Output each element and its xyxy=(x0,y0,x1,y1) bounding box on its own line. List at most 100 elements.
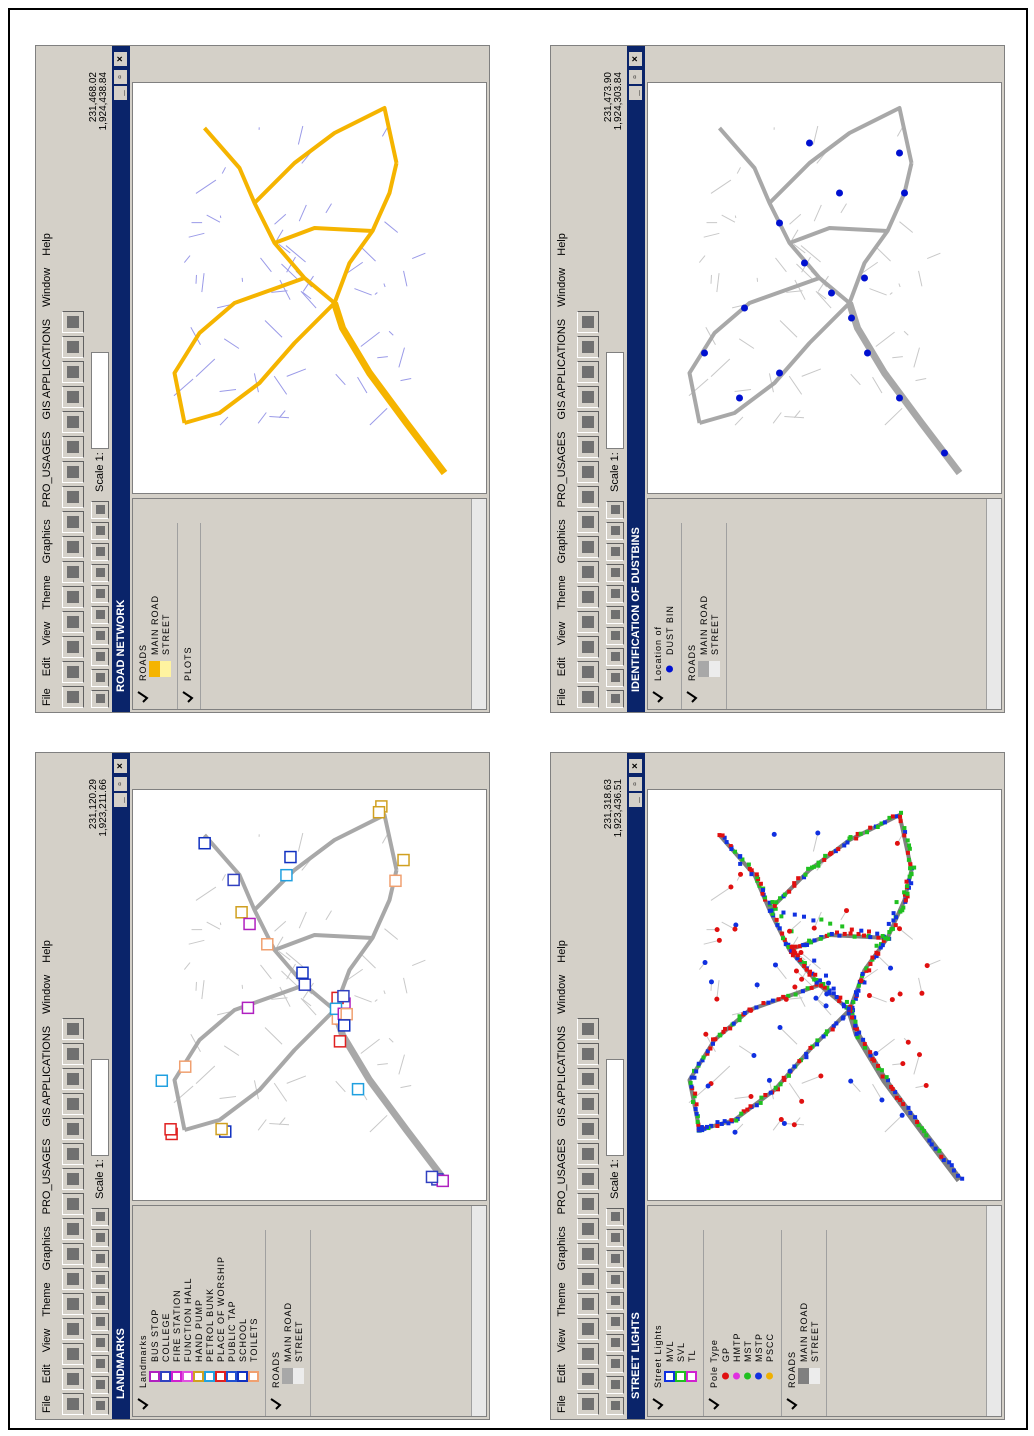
tool-button[interactable] xyxy=(91,1208,109,1226)
window-button[interactable]: _ xyxy=(114,86,127,100)
tool-button[interactable] xyxy=(91,543,109,561)
tool-button[interactable] xyxy=(577,411,599,433)
tool-button[interactable] xyxy=(606,1334,624,1352)
tool-button[interactable] xyxy=(577,386,599,408)
menu-item[interactable]: GIS APPLICATIONS xyxy=(41,318,53,420)
tool-button[interactable] xyxy=(62,436,84,458)
menu-item[interactable]: PRO_USAGES xyxy=(41,431,53,508)
window-button[interactable]: × xyxy=(629,759,642,773)
tool-button[interactable] xyxy=(606,1208,624,1226)
menu-item[interactable]: Graphics xyxy=(556,1226,568,1271)
menu-item[interactable]: Help xyxy=(556,940,568,963)
menu-item[interactable]: GIS APPLICATIONS xyxy=(556,1025,568,1127)
tool-button[interactable] xyxy=(62,361,84,383)
tool-button[interactable] xyxy=(91,1313,109,1331)
check-mark[interactable] xyxy=(137,691,149,703)
window-button[interactable]: ▫ xyxy=(629,70,642,84)
menu-item[interactable]: Theme xyxy=(556,575,568,610)
tool-button[interactable] xyxy=(606,1229,624,1247)
horizontal-scrollbar[interactable] xyxy=(471,1206,486,1416)
menu-item[interactable]: PRO_USAGES xyxy=(41,1138,53,1215)
tool-button[interactable] xyxy=(91,1334,109,1352)
window-button[interactable]: ▫ xyxy=(629,777,642,791)
check-mark[interactable] xyxy=(652,691,664,703)
menu-item[interactable]: Edit xyxy=(41,657,53,677)
tool-button[interactable] xyxy=(577,611,599,633)
tool-button[interactable] xyxy=(62,1118,84,1140)
tool-button[interactable] xyxy=(91,606,109,624)
tool-button[interactable] xyxy=(62,1293,84,1315)
tool-button[interactable] xyxy=(91,564,109,582)
tool-button[interactable] xyxy=(577,1343,599,1365)
tool-button[interactable] xyxy=(606,543,624,561)
tool-button[interactable] xyxy=(606,1397,624,1415)
tool-button[interactable] xyxy=(62,686,84,708)
tool-button[interactable] xyxy=(62,611,84,633)
tool-button[interactable] xyxy=(577,361,599,383)
tool-button[interactable] xyxy=(577,1368,599,1390)
tool-button[interactable] xyxy=(91,1250,109,1268)
scale-input[interactable] xyxy=(606,1059,624,1157)
tool-button[interactable] xyxy=(91,1355,109,1373)
tool-button[interactable] xyxy=(577,1218,599,1240)
tool-button[interactable] xyxy=(62,1018,84,1040)
tool-button[interactable] xyxy=(62,661,84,683)
window-button[interactable]: × xyxy=(114,52,127,66)
tool-button[interactable] xyxy=(62,1143,84,1165)
tool-button[interactable] xyxy=(606,627,624,645)
tool-button[interactable] xyxy=(62,1343,84,1365)
menu-item[interactable]: GIS APPLICATIONS xyxy=(556,318,568,420)
tool-button[interactable] xyxy=(577,661,599,683)
menu-item[interactable]: PRO_USAGES xyxy=(556,431,568,508)
tool-button[interactable] xyxy=(577,1093,599,1115)
tool-button[interactable] xyxy=(62,1168,84,1190)
tool-button[interactable] xyxy=(62,1043,84,1065)
tool-button[interactable] xyxy=(577,1143,599,1165)
tool-button[interactable] xyxy=(91,627,109,645)
menu-item[interactable]: Edit xyxy=(556,1364,568,1384)
tool-button[interactable] xyxy=(577,1318,599,1340)
tool-button[interactable] xyxy=(62,311,84,333)
tool-button[interactable] xyxy=(577,561,599,583)
tool-button[interactable] xyxy=(62,536,84,558)
tool-button[interactable] xyxy=(606,1271,624,1289)
tool-button[interactable] xyxy=(62,386,84,408)
scale-input[interactable] xyxy=(91,352,109,450)
horizontal-scrollbar[interactable] xyxy=(986,1206,1001,1416)
window-button[interactable]: ▫ xyxy=(114,70,127,84)
tool-button[interactable] xyxy=(62,636,84,658)
tool-button[interactable] xyxy=(91,1376,109,1394)
tool-button[interactable] xyxy=(91,522,109,540)
tool-button[interactable] xyxy=(91,501,109,519)
tool-button[interactable] xyxy=(91,669,109,687)
window-button[interactable]: × xyxy=(629,52,642,66)
tool-button[interactable] xyxy=(577,1168,599,1190)
check-mark[interactable] xyxy=(137,1398,149,1410)
tool-button[interactable] xyxy=(606,1355,624,1373)
tool-button[interactable] xyxy=(606,669,624,687)
window-button[interactable]: _ xyxy=(114,793,127,807)
tool-button[interactable] xyxy=(606,648,624,666)
menu-item[interactable]: View xyxy=(556,621,568,646)
window-button[interactable]: ▫ xyxy=(114,777,127,791)
tool-button[interactable] xyxy=(91,1292,109,1310)
tool-button[interactable] xyxy=(606,585,624,603)
menu-item[interactable]: File xyxy=(556,1395,568,1413)
tool-button[interactable] xyxy=(62,336,84,358)
tool-button[interactable] xyxy=(606,1292,624,1310)
tool-button[interactable] xyxy=(91,648,109,666)
tool-button[interactable] xyxy=(62,1068,84,1090)
tool-button[interactable] xyxy=(577,1068,599,1090)
tool-button[interactable] xyxy=(577,1268,599,1290)
menu-item[interactable]: View xyxy=(41,621,53,646)
scale-input[interactable] xyxy=(91,1059,109,1157)
tool-button[interactable] xyxy=(577,1118,599,1140)
window-button[interactable]: _ xyxy=(629,793,642,807)
tool-button[interactable] xyxy=(62,461,84,483)
tool-button[interactable] xyxy=(606,564,624,582)
menu-item[interactable]: Edit xyxy=(41,1364,53,1384)
menu-item[interactable]: Edit xyxy=(556,657,568,677)
horizontal-scrollbar[interactable] xyxy=(986,499,1001,709)
tool-button[interactable] xyxy=(606,606,624,624)
tool-button[interactable] xyxy=(62,1268,84,1290)
